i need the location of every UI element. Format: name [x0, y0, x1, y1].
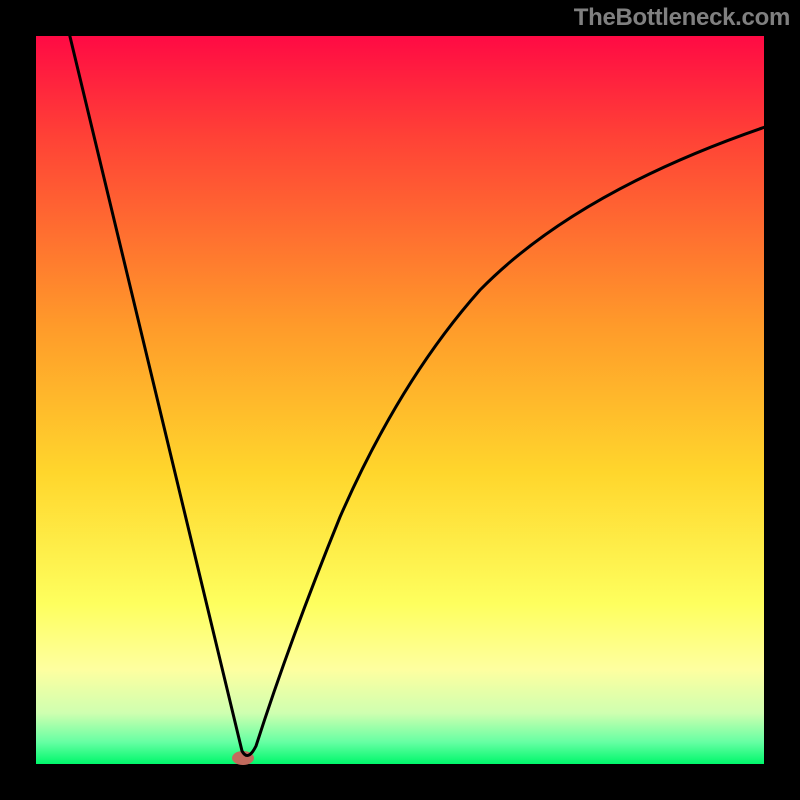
bottleneck-chart	[0, 0, 800, 800]
attribution-text: TheBottleneck.com	[574, 4, 790, 32]
chart-frame: TheBottleneck.com	[0, 0, 800, 800]
